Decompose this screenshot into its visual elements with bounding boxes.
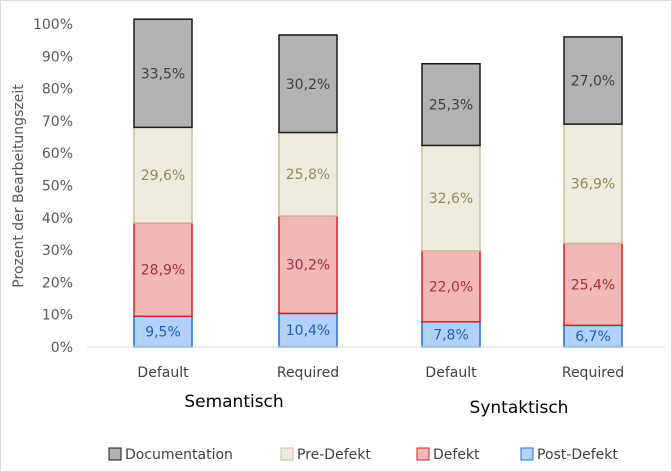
y-tick-label: 50%: [42, 179, 73, 195]
data-label: 25,4%: [571, 277, 615, 293]
bar-segment: [563, 242, 623, 327]
data-label: 7,8%: [433, 327, 469, 343]
y-tick-label: 20%: [42, 275, 73, 291]
y-tick-label: 100%: [33, 17, 73, 33]
category-label: Default: [425, 365, 477, 381]
bar-segment: [133, 222, 193, 318]
bar-segment: [421, 249, 481, 323]
bar-segment: [278, 131, 338, 217]
group-labels: Semantisch Syntaktisch: [184, 392, 568, 418]
category-label: Required: [277, 365, 339, 381]
category-label: Required: [562, 365, 624, 381]
legend-label: Documentation: [125, 447, 233, 463]
bars: [133, 18, 623, 348]
group-label: Semantisch: [184, 392, 283, 412]
y-tick-label: 30%: [42, 243, 73, 259]
data-label: 9,5%: [145, 325, 181, 341]
y-tick-label: 0%: [51, 340, 73, 356]
data-label: 10,4%: [286, 323, 330, 339]
data-label: 25,3%: [429, 98, 473, 114]
data-label: 22,0%: [429, 279, 473, 295]
legend-swatch: [108, 447, 122, 461]
legend-label: Defekt: [433, 447, 480, 463]
legend: Documentation Pre-Defekt Defekt Post-Defekt: [108, 447, 618, 463]
data-label: 6,7%: [575, 329, 611, 345]
bar-segment: [421, 62, 481, 147]
bar-segment: [563, 123, 623, 245]
data-label: 29,6%: [141, 168, 185, 184]
y-tick-label: 60%: [42, 146, 73, 162]
data-label: 36,9%: [571, 177, 615, 193]
legend-swatch: [520, 447, 534, 461]
legend-label: Post-Defekt: [537, 447, 618, 463]
group-label: Syntaktisch: [470, 398, 569, 418]
y-tick-label: 10%: [42, 308, 73, 324]
bar-segment: [278, 34, 338, 134]
data-label: 33,5%: [141, 66, 185, 82]
y-tick-label: 80%: [42, 82, 73, 98]
bar-segment: [133, 18, 193, 129]
data-label: 25,8%: [286, 167, 330, 183]
data-label: 32,6%: [429, 191, 473, 207]
legend-label: Pre-Defekt: [297, 447, 371, 463]
y-axis-ticks: 0% 10% 20% 30% 40% 50% 60% 70% 80% 90% 100%: [33, 17, 73, 356]
y-tick-label: 40%: [42, 211, 73, 227]
bar-segment: [133, 315, 193, 348]
y-axis-label: Prozent der Bearbeitungszeit: [11, 84, 27, 288]
data-label: 27,0%: [571, 74, 615, 90]
bar-segment: [563, 36, 623, 125]
category-labels: Default Required Default Required: [137, 365, 624, 381]
y-tick-label: 90%: [42, 49, 73, 65]
bar-segment: [421, 144, 481, 252]
category-label: Default: [137, 365, 189, 381]
data-label: 28,9%: [141, 263, 185, 279]
data-labels: 9,5% 28,9% 29,6% 33,5% 10,4% 30,2% 25,8% 30,2% 7…: [141, 66, 615, 345]
bar-segment: [278, 215, 338, 315]
y-tick-label: 70%: [42, 114, 73, 130]
data-label: 30,2%: [286, 258, 330, 274]
legend-swatch: [280, 447, 294, 461]
data-label: 30,2%: [286, 77, 330, 93]
legend-swatch: [416, 447, 430, 461]
